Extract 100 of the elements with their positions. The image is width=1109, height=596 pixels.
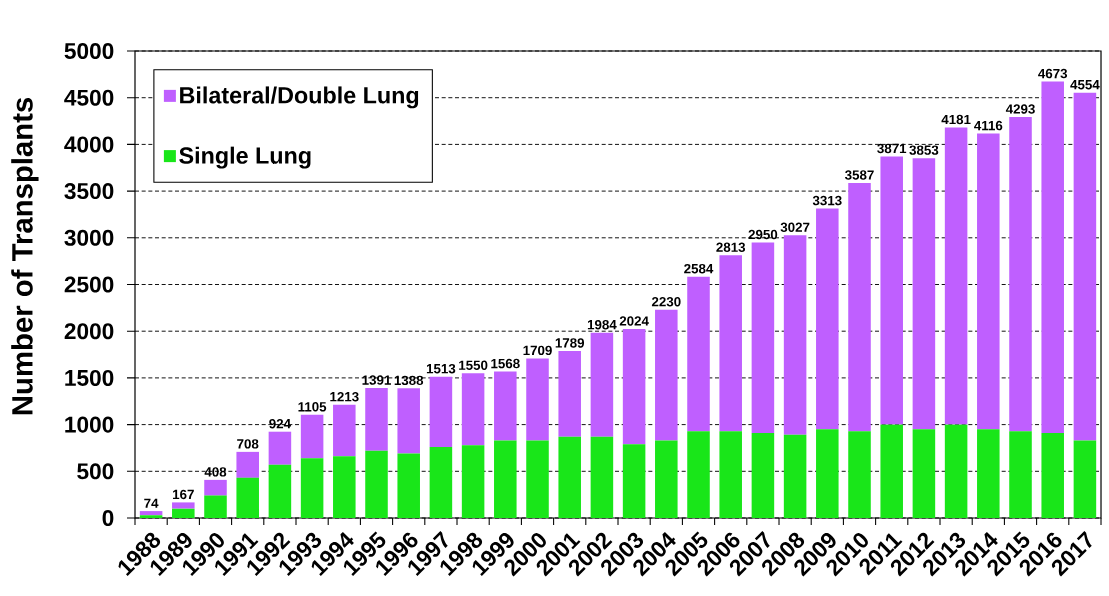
bar [912,158,936,430]
bar [461,445,485,518]
bar [365,450,388,518]
total-label: 4554 [1070,80,1100,90]
y-tick-label: 3000 [64,229,114,246]
bar [1041,433,1064,518]
total-label: 167 [173,489,194,500]
total-label: 3313 [812,195,842,206]
bar [751,242,775,434]
total-label: 408 [204,467,227,477]
bar [751,433,775,518]
bar [977,429,1000,518]
total-label: 1513 [426,363,456,374]
bar [429,447,453,518]
bar [880,424,903,518]
bar [365,388,388,451]
bar [1073,92,1097,441]
total-label: 1391 [362,375,391,385]
bar [783,434,807,518]
total-label: 1550 [459,360,488,370]
total-label: 2813 [716,242,746,252]
bar [526,358,549,441]
y-tick-label: 3500 [64,183,114,200]
y-tick-label: 2500 [64,276,114,293]
total-label: 74 [144,498,159,508]
bar [268,464,292,518]
bar [204,495,227,518]
bar [848,431,871,518]
bar [172,502,195,509]
total-label: 3871 [877,143,907,154]
bar [944,424,968,518]
bar [236,451,259,478]
bar [1073,440,1097,518]
y-tick-label: 1000 [65,416,114,433]
y-tick-label: 1500 [65,369,114,386]
bar [494,440,517,518]
bar [944,127,968,425]
bar [719,255,742,432]
bar [172,508,195,518]
bar [912,429,936,518]
y-tick-label: 4000 [64,136,114,153]
total-label: 2584 [684,263,714,274]
bar [687,431,710,518]
bar [333,404,356,457]
bar [848,182,871,432]
total-label: 4673 [1038,68,1068,79]
bar [139,515,163,518]
total-label: 4293 [1005,104,1035,114]
bar [461,373,485,446]
total-label: 4181 [941,114,971,125]
y-tick-label: 4500 [64,89,114,106]
bar [590,436,614,518]
legend-label: Single Lung [179,146,311,169]
bar [300,414,324,459]
total-label: 3853 [909,145,939,155]
y-tick-label: 5000 [64,42,114,60]
bar [236,477,259,518]
bar [719,431,742,518]
total-label: 1709 [523,345,552,356]
total-label: 1568 [491,358,520,369]
bar [622,328,646,445]
total-label: 1789 [555,338,585,348]
total-label: 3027 [780,222,810,233]
bar [526,440,549,518]
bar [300,458,324,518]
bar [429,376,453,448]
total-label: 3587 [844,170,874,180]
bar [558,436,581,518]
bar [880,156,903,425]
total-label: 1984 [587,319,617,330]
y-tick-label: 2000 [64,323,114,340]
bar [816,429,839,518]
bar [333,456,356,518]
bar [204,479,227,496]
bar [1009,431,1032,518]
bar [494,371,517,441]
bar [268,431,292,465]
bar [655,309,678,441]
bar [622,444,646,518]
total-label: 708 [237,439,259,449]
total-label: 2950 [748,229,778,240]
y-tick-label: 500 [77,463,114,480]
total-label: 1213 [330,391,359,402]
bar [397,388,420,454]
bar [1041,81,1064,434]
total-label: 924 [269,419,291,429]
y-axis-title: Number of Transplants [11,97,39,415]
bar [1009,117,1032,432]
total-label: 4116 [974,120,1003,131]
bar [397,453,420,518]
bar [558,350,581,437]
bar [139,511,163,516]
bar [977,133,1000,430]
total-label: 1388 [394,375,424,386]
total-label: 2024 [619,316,649,326]
bar [655,440,678,518]
bar [687,276,710,432]
y-tick-label: 0 [102,509,114,527]
bar [590,332,614,437]
total-label: 2230 [651,297,681,307]
